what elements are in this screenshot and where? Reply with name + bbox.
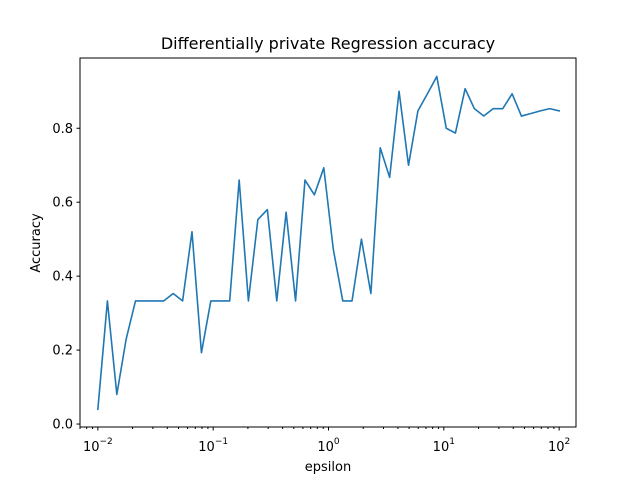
y-tick-label: 0.8 bbox=[52, 122, 73, 137]
x-tick-label: 100 bbox=[317, 437, 340, 455]
y-axis-label: Accuracy bbox=[29, 213, 44, 273]
chart-title: Differentially private Regression accura… bbox=[161, 34, 495, 53]
x-axis: 10−2 10−1 100 101 102 bbox=[79, 427, 570, 455]
plot-frame bbox=[79, 57, 577, 428]
x-axis-label: epsilon bbox=[305, 460, 351, 475]
y-axis: 0.0 0.2 0.4 0.6 0.8 bbox=[52, 122, 80, 433]
y-tick-label: 0.4 bbox=[52, 270, 73, 285]
x-tick-label: 10−1 bbox=[198, 437, 228, 455]
plot-area bbox=[79, 57, 577, 428]
series-line-0 bbox=[96, 75, 561, 411]
x-tick-label: 10−2 bbox=[83, 437, 113, 455]
y-tick-label: 0.2 bbox=[52, 344, 73, 359]
y-tick-label: 0.6 bbox=[52, 196, 73, 211]
x-tick-label: 102 bbox=[548, 437, 570, 455]
x-tick-label: 101 bbox=[433, 437, 455, 455]
y-tick-label: 0.0 bbox=[52, 418, 73, 433]
